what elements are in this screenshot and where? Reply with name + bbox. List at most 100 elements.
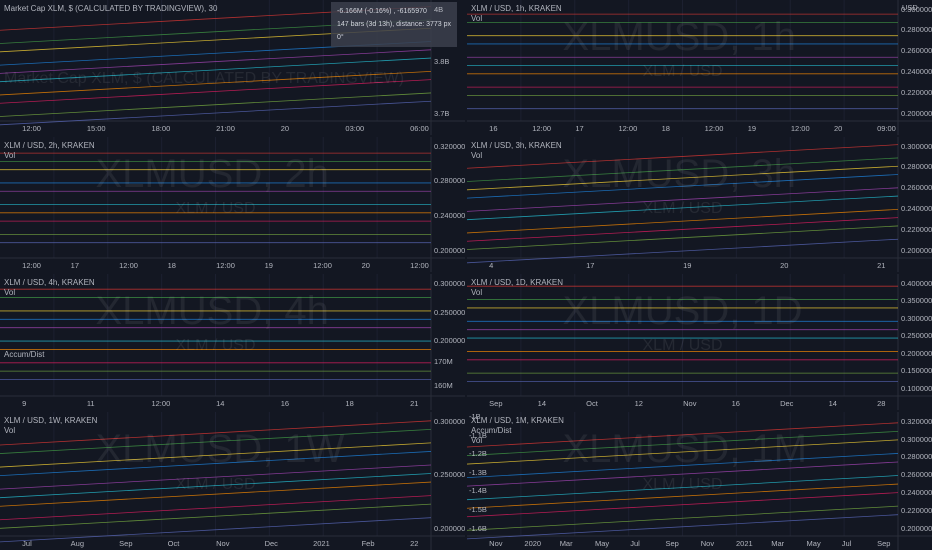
time-label: 20 [833, 124, 843, 133]
price-label: 0.320000 [434, 141, 465, 151]
time-label: 14 [537, 399, 546, 408]
left-axis-label: -1B [469, 412, 481, 421]
time-label: 18 [345, 399, 354, 408]
price-label: 0.280000 [434, 176, 465, 186]
price-label: 0.240000 [901, 204, 932, 214]
trend-line [467, 475, 899, 501]
time-label: Oct [167, 539, 180, 548]
time-label: 15:00 [86, 124, 106, 133]
time-label: Nov [700, 539, 715, 548]
time-label: 12:00 [790, 124, 810, 133]
chart-panel[interactable]: XLMUSD, 1M XLM / USD XLM / USD, 1M, KRAKEN… [467, 412, 932, 550]
price-label: 4B [434, 4, 444, 14]
trend-line [0, 49, 432, 74]
time-label: 21 [410, 399, 419, 408]
time-label: 09:00 [877, 124, 896, 133]
trend-line [467, 217, 899, 242]
price-label: 0.200000 [901, 523, 932, 533]
time-label: 06:00 [410, 124, 429, 133]
time-label: 19 [264, 261, 273, 270]
price-label: 0.400000 [901, 278, 932, 288]
trend-line [0, 442, 432, 468]
time-label: Jul [841, 539, 852, 548]
time-label: 19 [747, 124, 757, 133]
panel-header: XLM / USD, 1M, KRAKEN [471, 416, 564, 425]
panel-header: Market Cap XLM, $ (CALCULATED BY TRADING… [4, 4, 218, 13]
panel-header: XLM / USD, 1D, KRAKEN [471, 278, 564, 287]
volume-label: Vol [471, 436, 483, 445]
time-label: 4 [489, 261, 494, 270]
time-label: 12:00 [704, 124, 724, 133]
price-label: 0.260000 [901, 46, 932, 56]
chart-panel[interactable]: XLMUSD, 2h XLM / USD XLM / USD, 2h, KRAKEN… [0, 137, 465, 272]
watermark: XLMUSD, 1W [95, 426, 345, 471]
watermark-subtitle: XLM / USD [642, 337, 723, 355]
panel-header: XLM / USD, 1W, KRAKEN [4, 416, 98, 425]
time-label: 12:00 [618, 124, 638, 133]
watermark-subtitle: XLM / USD [175, 199, 256, 217]
left-axis-label: -1.4B [469, 486, 487, 496]
time-label: 17 [70, 261, 79, 270]
time-label: Sep [119, 539, 133, 548]
trend-line [0, 451, 432, 477]
price-label: 0.260000 [901, 470, 932, 480]
price-label: 0.200000 [901, 245, 932, 255]
trend-line [467, 165, 899, 191]
watermark: XLMUSD, 3h [562, 151, 796, 196]
time-label: 14 [216, 399, 225, 408]
panel-canvas [0, 274, 465, 410]
indicator-label: Accum/Dist [471, 426, 512, 435]
chart-panel[interactable]: XLMUSD, 4h XLM / USD XLM / USD, 4h, KRAKEN… [0, 274, 465, 410]
chart-panel[interactable]: Market Cap XLM, $ (CALCULATED BY TRADING… [0, 0, 465, 135]
price-label: 0.300000 [901, 313, 932, 323]
time-label: 21 [877, 261, 886, 270]
trend-line [467, 453, 899, 479]
chart-panel[interactable]: XLMUSD, 1W XLM / USD XLM / USD, 1W, KRAKEN… [0, 412, 465, 550]
volume-label: Vol [4, 151, 16, 160]
price-label: 0.200000 [901, 348, 932, 358]
trend-line [467, 208, 899, 234]
trend-line [467, 439, 899, 465]
price-label: 0.280000 [901, 452, 932, 462]
time-label: Mar [559, 539, 573, 548]
price-label: 0.100000 [901, 383, 932, 393]
time-label: Nov [683, 399, 697, 408]
time-label: 28 [877, 399, 886, 408]
trend-line [467, 174, 899, 199]
trend-line [0, 464, 432, 490]
time-label: Aug [70, 539, 85, 548]
price-label: 0.200000 [901, 108, 932, 118]
tooltip-line: -6.166M (-0.16%) , -6165970 [337, 8, 427, 15]
panel-header: XLM / USD, 2h, KRAKEN [4, 141, 95, 150]
time-label: May [806, 539, 821, 548]
price-label: 0.240000 [901, 488, 932, 497]
trend-line [467, 144, 899, 169]
left-axis-label: -1.5B [469, 504, 487, 514]
trend-line [0, 57, 432, 83]
time-label: 22 [410, 539, 419, 548]
chart-panel[interactable]: XLMUSD, 1D XLM / USD XLM / USD, 1D, KRAKEN… [467, 274, 932, 410]
chart-panel[interactable]: XLMUSD, 3h XLM / USD XLM / USD, 3h, KRAKEN… [467, 137, 932, 272]
tooltip-line: 147 bars (3d 13h), distance: 3773 px [337, 21, 452, 28]
watermark: XLMUSD, 1M [562, 426, 808, 471]
left-axis-label: -1.1B [469, 430, 487, 440]
time-label: 12:00 [313, 261, 332, 270]
trend-line [467, 461, 899, 487]
time-label: 12:00 [22, 261, 41, 270]
time-label: 16 [489, 124, 498, 133]
time-label: 2021 [313, 539, 330, 548]
time-label: Jul [630, 539, 640, 548]
volume-label: Vol [4, 426, 16, 435]
trend-line [467, 157, 899, 182]
price-label: 0.300000 [901, 434, 932, 444]
time-label: 2021 [736, 539, 753, 548]
trend-line [0, 481, 432, 507]
axis-unit: USD [902, 3, 918, 12]
watermark-subtitle: XLM / USD [175, 337, 256, 355]
time-label: Sep [877, 539, 891, 548]
time-label: May [594, 539, 610, 548]
price-label: 170M [434, 356, 453, 366]
price-label: 0.250000 [901, 331, 932, 341]
chart-panel[interactable]: XLMUSD, 1h XLM / USD XLM / USD, 1h, KRAKEN… [467, 0, 932, 135]
